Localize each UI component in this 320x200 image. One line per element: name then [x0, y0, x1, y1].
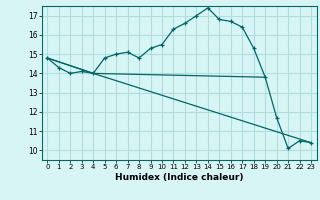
- X-axis label: Humidex (Indice chaleur): Humidex (Indice chaleur): [115, 173, 244, 182]
